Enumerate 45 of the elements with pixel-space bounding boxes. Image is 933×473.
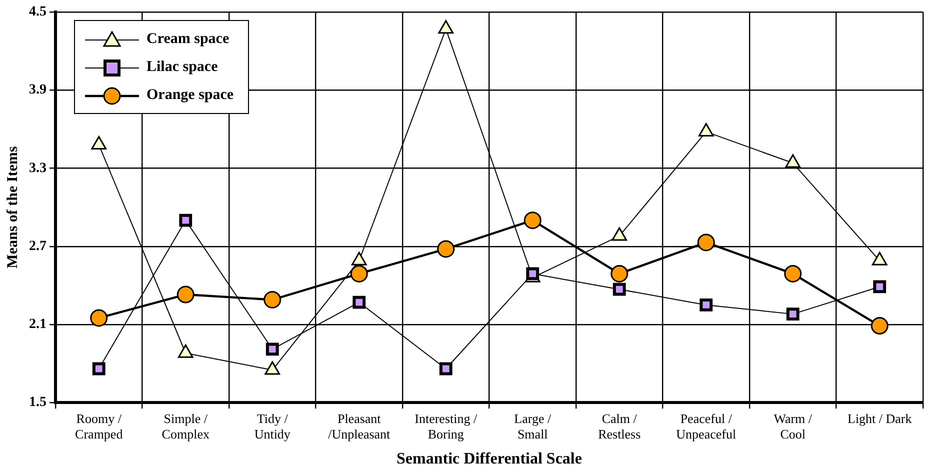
- point: [700, 298, 713, 312]
- point: [437, 240, 455, 258]
- point: [91, 136, 107, 150]
- point: [179, 214, 192, 227]
- point: [612, 227, 628, 241]
- x-tick-label: Pleasant /Unpleasant: [328, 410, 391, 442]
- point: [698, 123, 714, 137]
- legend-label: Orange space: [146, 87, 234, 103]
- point: [785, 154, 801, 168]
- point: [438, 20, 454, 34]
- x-tick-label: Simple / Complex: [162, 410, 210, 442]
- point: [612, 282, 626, 296]
- point: [92, 362, 106, 376]
- point: [784, 264, 802, 282]
- x-tick-label: Tidy / Untidy: [254, 410, 291, 442]
- point: [352, 296, 366, 309]
- point: [350, 264, 368, 282]
- x-tick-label: Roomy / Cramped: [75, 410, 124, 442]
- point: [176, 286, 194, 304]
- point: [439, 362, 452, 376]
- x-tick-label: Peaceful / Unpeaceful: [676, 410, 736, 442]
- point: [610, 264, 628, 282]
- y-axis-title: Means of the Items: [4, 146, 21, 268]
- point: [264, 290, 282, 308]
- point: [697, 234, 715, 252]
- y-tick-label: 1.5: [29, 395, 46, 410]
- y-tick-label: 2.7: [29, 238, 46, 254]
- point: [870, 317, 888, 335]
- point: [90, 309, 108, 327]
- x-tick-label: Calm / Restless: [598, 410, 641, 442]
- point: [786, 308, 800, 321]
- x-tick-label: Large / Small: [514, 410, 552, 442]
- x-axis-title: Semantic Differential Scale: [396, 450, 582, 468]
- y-tick-label: 2.1: [29, 317, 46, 332]
- x-tick-label: Light / Dark: [847, 410, 912, 426]
- legend-label: Cream space: [146, 31, 230, 47]
- x-tick-label: Warm / Cool: [774, 410, 812, 442]
- y-tick-label: 3.9: [29, 82, 46, 98]
- legend-label: Lilac space: [146, 59, 218, 75]
- x-tick-label: Interesting / Boring: [414, 410, 478, 442]
- point: [524, 212, 542, 230]
- y-tick-label: 3.3: [29, 160, 46, 176]
- point: [873, 280, 886, 294]
- point: [266, 342, 279, 356]
- y-tick-label: 4.5: [29, 4, 46, 20]
